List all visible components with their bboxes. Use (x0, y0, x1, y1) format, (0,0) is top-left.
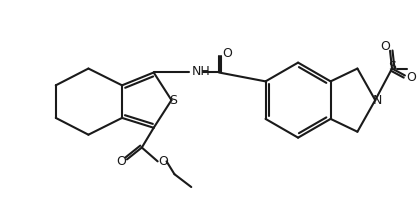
Text: N: N (372, 94, 382, 107)
Text: S: S (169, 94, 178, 107)
Text: NH: NH (191, 65, 210, 78)
Text: O: O (159, 155, 168, 168)
Text: O: O (380, 40, 390, 53)
Text: S: S (388, 60, 396, 73)
Text: O: O (116, 155, 126, 168)
Text: O: O (222, 47, 232, 60)
Text: O: O (406, 71, 416, 84)
